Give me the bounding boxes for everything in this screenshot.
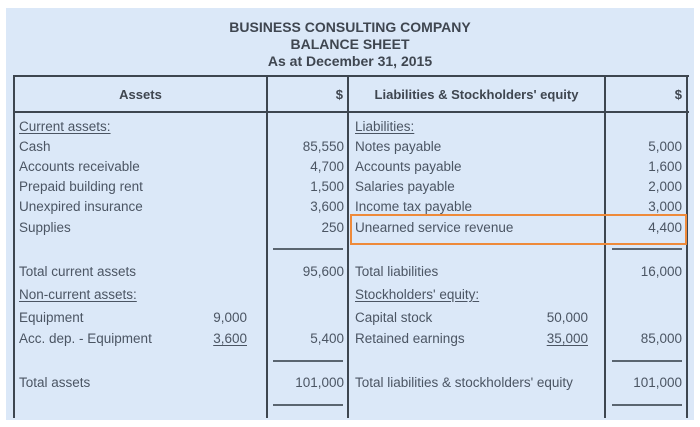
statement-title: BALANCE SHEET [290, 36, 410, 52]
liabilities-amount-divider [604, 75, 606, 418]
liability-label-income-tax-payable: Income tax payable [355, 199, 473, 214]
liability-amount-accounts-payable: 1,600 [648, 159, 682, 174]
noncurrent-assets-heading: Non-current assets: [19, 287, 137, 302]
liability-amount-notes-payable: 5,000 [648, 139, 682, 154]
total-liabilities-label: Total liabilities [355, 264, 439, 279]
total-current-assets-label: Total current assets [19, 264, 137, 279]
liabilities-total-rule [612, 360, 682, 362]
liabilities-heading: Liabilities: [355, 119, 415, 134]
asset-amount-supplies: 250 [321, 220, 344, 235]
liability-label-salaries-payable: Salaries payable [355, 179, 455, 194]
company-name: BUSINESS CONSULTING COMPANY [229, 19, 471, 35]
liability-amount-salaries-payable: 2,000 [648, 179, 682, 194]
acc-dep-label: Acc. dep. - Equipment [19, 331, 152, 346]
asset-label-unexpired-insurance: Unexpired insurance [19, 199, 143, 214]
liability-label-accounts-payable: Accounts payable [355, 159, 462, 174]
asset-label-accounts-receivable: Accounts receivable [19, 159, 140, 174]
asset-amount-prepaid-rent: 1,500 [310, 179, 344, 194]
liabilities-column-header: Liabilities & Stockholders' equity [374, 87, 579, 102]
liabilities-currency-header: $ [674, 87, 682, 102]
total-current-assets-amount: 95,600 [302, 264, 344, 279]
table-right-border [686, 75, 688, 418]
assets-total-rule [273, 360, 343, 362]
middle-divider [347, 75, 349, 418]
total-liabilities-equity-amount: 101,000 [633, 375, 682, 390]
total-equity-amount: 85,000 [640, 331, 682, 346]
asset-amount-unexpired-insurance: 3,600 [310, 199, 344, 214]
table-top-border [13, 75, 689, 77]
liability-amount-unearned-revenue: 4,400 [648, 220, 682, 235]
total-assets-label: Total assets [19, 375, 91, 390]
asset-label-cash: Cash [19, 139, 51, 154]
equipment-label: Equipment [19, 310, 84, 325]
statement-date: As at December 31, 2015 [267, 53, 433, 69]
total-assets-amount: 101,000 [295, 375, 344, 390]
unearned-revenue-highlight-box [350, 214, 687, 245]
asset-label-prepaid-rent: Prepaid building rent [19, 179, 143, 194]
net-equipment-amount: 5,400 [310, 331, 344, 346]
liability-label-unearned-revenue: Unearned service revenue [355, 220, 514, 235]
header-bottom-border [13, 111, 689, 113]
assets-subtotal-rule [273, 248, 343, 250]
asset-label-supplies: Supplies [19, 220, 71, 235]
assets-final-rule [273, 404, 343, 406]
capital-stock-sub-amount: 50,000 [546, 310, 588, 325]
assets-column-header: Assets [119, 87, 162, 102]
acc-dep-sub-amount: 3,600 [213, 331, 247, 346]
equipment-sub-amount: 9,000 [213, 310, 247, 325]
stockholders-equity-heading: Stockholders' equity: [355, 287, 480, 302]
current-assets-heading: Current assets: [19, 119, 111, 134]
liability-label-notes-payable: Notes payable [355, 139, 442, 154]
asset-amount-cash: 85,550 [302, 139, 344, 154]
asset-amount-accounts-receivable: 4,700 [310, 159, 344, 174]
retained-earnings-sub-amount: 35,000 [546, 331, 588, 346]
total-liabilities-equity-label: Total liabilities & stockholders' equity [355, 375, 573, 390]
table-left-border [13, 75, 15, 418]
assets-amount-divider [266, 75, 268, 418]
liabilities-subtotal-rule [612, 248, 682, 250]
liability-amount-income-tax-payable: 3,000 [648, 199, 682, 214]
capital-stock-label: Capital stock [355, 310, 433, 325]
total-liabilities-amount: 16,000 [640, 264, 682, 279]
liabilities-final-rule [612, 404, 682, 406]
assets-currency-header: $ [335, 87, 343, 102]
retained-earnings-label: Retained earnings [355, 331, 465, 346]
